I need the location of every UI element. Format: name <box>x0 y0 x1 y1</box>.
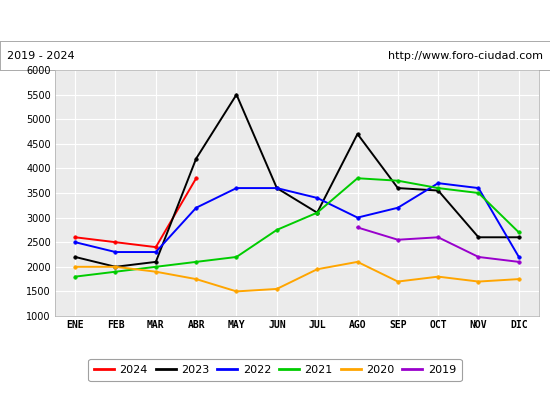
Legend: 2024, 2023, 2022, 2021, 2020, 2019: 2024, 2023, 2022, 2021, 2020, 2019 <box>89 359 461 381</box>
Text: http://www.foro-ciudad.com: http://www.foro-ciudad.com <box>388 51 543 61</box>
Text: Evolucion Nº Turistas Extranjeros en el municipio de Tudela: Evolucion Nº Turistas Extranjeros en el … <box>52 14 498 28</box>
Text: 2019 - 2024: 2019 - 2024 <box>7 51 74 61</box>
